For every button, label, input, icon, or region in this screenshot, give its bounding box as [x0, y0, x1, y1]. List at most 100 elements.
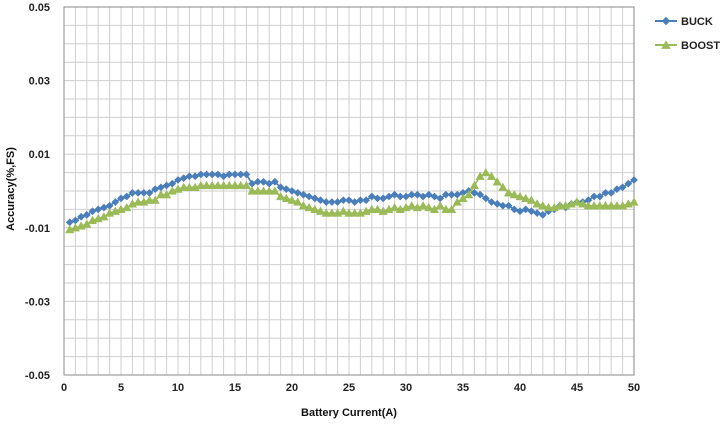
data-point-boost [606, 201, 616, 210]
data-point-buck [185, 172, 194, 181]
data-point-boost [315, 206, 326, 215]
data-point-buck [82, 210, 91, 219]
data-point-boost [509, 189, 519, 199]
data-point-boost [469, 180, 480, 190]
data-point-boost [144, 195, 155, 204]
data-point-boost [218, 180, 229, 190]
data-point-boost [247, 186, 257, 195]
x-tick-label: 20 [286, 382, 298, 394]
x-tick-label: 40 [514, 382, 526, 394]
x-tick-label: 25 [343, 382, 355, 394]
data-point-buck [231, 170, 239, 179]
data-point-boost [350, 208, 360, 217]
y-tick-label: 0.01 [29, 149, 50, 161]
data-point-boost [179, 182, 189, 191]
data-point-boost [264, 186, 274, 195]
data-point-buck [122, 192, 131, 201]
data-point-buck [476, 190, 485, 199]
y-tick-label: -0.05 [25, 370, 50, 382]
x-tick-label: 5 [118, 382, 124, 394]
data-point-buck [533, 209, 542, 218]
data-point-buck [590, 192, 599, 201]
data-point-boost [281, 193, 291, 202]
data-point-buck [504, 201, 513, 210]
data-point-buck [310, 194, 319, 203]
data-point-boost [184, 182, 195, 191]
data-point-boost [532, 199, 542, 208]
data-point-buck [396, 192, 405, 201]
data-point-boost [481, 167, 491, 177]
data-point-buck [618, 183, 627, 192]
data-point-boost [521, 193, 531, 202]
data-point-buck [407, 190, 416, 199]
data-point-buck [413, 190, 422, 199]
data-point-boost [241, 180, 252, 190]
legend-marker-buck [661, 16, 671, 26]
data-point-boost [389, 202, 400, 212]
x-tick-label: 15 [229, 382, 241, 394]
data-point-boost [253, 186, 263, 195]
data-point-buck [447, 190, 456, 199]
data-point-boost [446, 204, 457, 214]
x-tick-label: 35 [457, 382, 469, 394]
data-point-buck [441, 190, 450, 199]
data-point-buck [196, 170, 205, 179]
data-point-boost [156, 189, 166, 199]
data-point-buck [367, 192, 376, 201]
data-point-boost [224, 180, 234, 190]
data-point-buck [111, 198, 120, 206]
data-point-buck [242, 170, 251, 179]
y-tick-label: -0.01 [25, 223, 50, 235]
x-tick-label: 30 [400, 382, 412, 394]
x-tick-label: 50 [628, 382, 640, 394]
x-tick-label: 45 [571, 382, 583, 394]
data-point-boost [498, 182, 508, 191]
data-point-boost [572, 197, 582, 206]
data-point-boost [612, 201, 622, 210]
data-point-boost [367, 204, 377, 214]
data-point-buck [299, 190, 308, 199]
data-point-boost [321, 208, 331, 217]
series-boost [65, 167, 639, 234]
x-tick-label: 10 [172, 382, 184, 394]
x-axis-title: Battery Current(A) [301, 407, 397, 419]
data-point-buck [362, 196, 371, 205]
data-point-boost [418, 201, 428, 210]
data-point-boost [595, 201, 605, 210]
data-point-boost [213, 180, 223, 190]
data-point-buck [339, 196, 348, 205]
data-point-boost [287, 195, 297, 204]
legend: BUCK BOOST [655, 16, 720, 52]
data-point-boost [583, 201, 594, 210]
data-point-buck [213, 170, 222, 179]
data-point-buck [424, 190, 433, 199]
data-point-buck [253, 177, 262, 186]
data-point-boost [270, 186, 280, 195]
y-tick-label: 0.05 [29, 2, 50, 14]
data-point-boost [441, 204, 451, 214]
data-point-boost [201, 180, 212, 190]
data-point-boost [589, 201, 599, 210]
legend-label-buck: BUCK [681, 16, 713, 28]
data-point-boost [543, 202, 554, 212]
data-point-boost [275, 191, 286, 201]
data-point-buck [538, 210, 547, 219]
data-point-buck [607, 188, 616, 197]
data-point-boost [486, 171, 497, 180]
legend-item-buck: BUCK [655, 16, 713, 28]
data-point-boost [600, 201, 611, 210]
data-point-boost [407, 201, 417, 210]
data-point-buck [322, 198, 331, 206]
data-point-buck [282, 185, 291, 194]
data-point-boost [304, 202, 314, 212]
data-point-boost [258, 186, 269, 195]
data-point-boost [372, 204, 383, 214]
series-buck [65, 170, 638, 227]
data-point-boost [293, 197, 303, 206]
data-point-boost [298, 201, 309, 210]
data-point-buck [128, 188, 137, 197]
y-tick-label: -0.03 [25, 296, 50, 308]
data-point-boost [207, 180, 217, 190]
data-point-buck [601, 188, 610, 197]
